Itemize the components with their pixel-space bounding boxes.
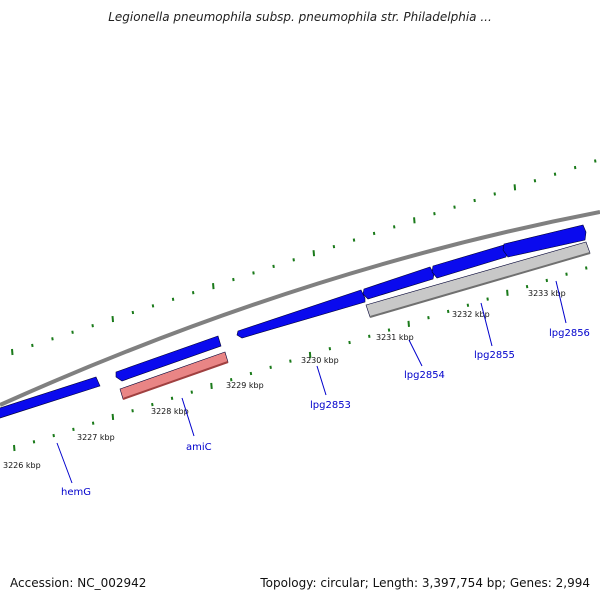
gene-features: [0, 224, 591, 419]
inner-tick: [151, 402, 154, 407]
scale-label: 3226 kbp: [3, 461, 41, 470]
outer-tick: [513, 184, 517, 191]
inner-tick: [387, 328, 391, 332]
outer-tick: [332, 244, 336, 249]
inner-tick: [111, 413, 115, 421]
inner-tick-ring: [13, 266, 588, 452]
inner-tick: [249, 371, 253, 376]
outer-tick: [493, 192, 496, 196]
outer-tick: [533, 179, 537, 183]
gene-arrow-amic-forward: [115, 335, 222, 382]
outer-tick: [413, 217, 416, 224]
inner-tick: [407, 320, 410, 327]
outer-tick: [292, 258, 295, 262]
outer-tick: [31, 343, 34, 348]
outer-tick: [91, 323, 94, 328]
outer-tick: [252, 271, 255, 275]
backbone-line: [0, 210, 600, 407]
gene-leader-line: [555, 280, 567, 324]
inner-tick: [486, 297, 489, 301]
inner-tick: [13, 444, 16, 452]
gene-label-lpg2855: lpg2855: [474, 350, 515, 361]
inner-tick: [368, 334, 371, 338]
outer-tick-ring: [11, 159, 597, 356]
outer-tick: [352, 238, 356, 242]
inner-tick: [190, 390, 194, 394]
gene-leader-line: [181, 397, 195, 437]
inner-tick: [210, 382, 213, 390]
inner-tick: [52, 433, 55, 438]
inner-tick: [348, 340, 351, 345]
outer-tick: [433, 212, 436, 216]
outer-tick: [151, 304, 155, 308]
scale-label: 3227 kbp: [77, 433, 115, 442]
accession-text: Accession: NC_002942: [10, 576, 147, 590]
inner-tick: [32, 440, 36, 444]
gene-arrow-hemg: [0, 376, 101, 419]
gene-labels: hemG amiC lpg2853 lpg2854 lpg2855 lpg2856: [56, 280, 590, 498]
outer-tick: [131, 310, 135, 315]
gene-label-lpg2854: lpg2854: [404, 370, 445, 381]
outer-tick: [191, 291, 195, 295]
outer-tick: [272, 264, 275, 269]
gene-label-lpg2856: lpg2856: [549, 328, 590, 339]
gene-arrow-lpg2856: [502, 224, 587, 258]
backbone: [0, 210, 600, 407]
scale-label: 3230 kbp: [301, 356, 339, 365]
inner-tick: [466, 303, 470, 307]
outer-tick: [212, 283, 215, 290]
outer-tick: [453, 205, 456, 209]
inner-tick: [328, 347, 332, 351]
outer-tick: [71, 330, 74, 334]
amic-bar-edge: [122, 361, 229, 400]
gene-arrow-lpg2854: [362, 266, 435, 300]
inner-tick: [308, 351, 312, 358]
inner-tick: [506, 289, 509, 296]
inner-tick: [565, 272, 568, 276]
inner-tick: [229, 378, 233, 382]
outer-tick: [473, 198, 476, 203]
inner-tick: [131, 409, 134, 413]
outer-tick: [232, 277, 235, 282]
map-title: Legionella pneumophila subsp. pneumophil…: [108, 10, 492, 24]
gene-label-hemg: hemG: [61, 487, 91, 498]
inner-tick: [427, 315, 430, 320]
scale-label: 3233 kbp: [528, 289, 566, 298]
scale-labels: 3226 kbp 3227 kbp 3228 kbp 3229 kbp 3230 kbp…: [3, 289, 566, 470]
gene-leader-line: [480, 302, 493, 347]
outer-tick: [553, 172, 557, 176]
outer-tick: [573, 165, 577, 170]
outer-tick: [11, 348, 14, 356]
inner-tick: [269, 365, 272, 369]
scale-label: 3232 kbp: [452, 310, 490, 319]
outer-tick: [312, 250, 316, 257]
outer-tick: [594, 159, 597, 163]
inner-tick: [72, 427, 75, 432]
inner-tick: [170, 396, 174, 401]
gene-arrow-lpg2853: [236, 289, 366, 339]
scale-label: 3231 kbp: [376, 333, 414, 342]
inner-tick: [545, 278, 549, 283]
gene-leader-line: [316, 365, 327, 396]
gene-leader-line: [408, 339, 423, 367]
outer-tick: [392, 225, 396, 229]
outer-tick: [372, 231, 376, 236]
inner-tick: [525, 284, 529, 289]
gene-label-lpg2853: lpg2853: [310, 400, 351, 411]
inner-tick: [91, 421, 95, 425]
inner-tick: [446, 309, 450, 314]
pseudo-bar-edge: [369, 252, 591, 318]
outer-tick: [171, 297, 175, 301]
scale-label: 3228 kbp: [151, 407, 189, 416]
outer-tick: [111, 315, 115, 323]
inner-tick: [585, 266, 588, 270]
genome-summary-text: Topology: circular; Length: 3,397,754 bp…: [260, 576, 590, 590]
outer-tick: [51, 337, 54, 341]
gene-label-amic: amiC: [186, 442, 212, 453]
scale-label: 3229 kbp: [226, 381, 264, 390]
gene-leader-line: [56, 442, 73, 484]
inner-tick: [289, 359, 292, 363]
